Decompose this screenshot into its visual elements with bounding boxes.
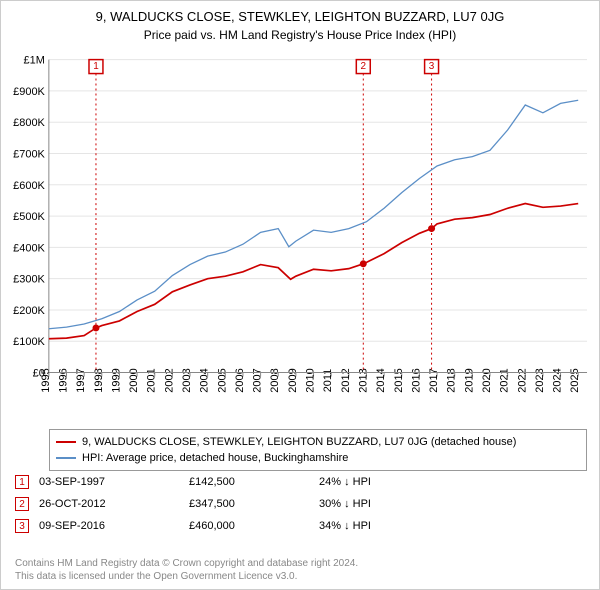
svg-text:£200K: £200K [13, 305, 45, 317]
sale-date: 26-OCT-2012 [39, 498, 179, 510]
sales-row: 3 09-SEP-2016 £460,000 34% ↓ HPI [15, 515, 587, 537]
sale-date: 03-SEP-1997 [39, 476, 179, 488]
svg-text:2025: 2025 [569, 368, 581, 392]
svg-text:1997: 1997 [75, 368, 87, 392]
sale-marker: 1 [15, 475, 29, 489]
svg-text:2018: 2018 [446, 368, 458, 392]
svg-text:2006: 2006 [234, 368, 246, 392]
svg-text:2007: 2007 [252, 368, 264, 392]
svg-text:3: 3 [429, 61, 435, 72]
legend-item: 9, WALDUCKS CLOSE, STEWKLEY, LEIGHTON BU… [56, 434, 580, 450]
svg-text:2016: 2016 [410, 368, 422, 392]
svg-text:2021: 2021 [499, 368, 511, 392]
sale-date: 09-SEP-2016 [39, 520, 179, 532]
svg-text:2017: 2017 [428, 368, 440, 392]
svg-text:2009: 2009 [287, 368, 299, 392]
svg-text:1999: 1999 [110, 368, 122, 392]
svg-text:2008: 2008 [269, 368, 281, 392]
sale-price: £460,000 [189, 520, 309, 532]
sale-price: £347,500 [189, 498, 309, 510]
legend-label: 9, WALDUCKS CLOSE, STEWKLEY, LEIGHTON BU… [82, 436, 516, 448]
sales-table: 1 03-SEP-1997 £142,500 24% ↓ HPI 2 26-OCT-201… [15, 471, 587, 537]
footer-line1: Contains HM Land Registry data © Crown c… [15, 557, 587, 570]
svg-text:£300K: £300K [13, 274, 45, 286]
svg-text:2002: 2002 [163, 368, 175, 392]
title-address: 9, WALDUCKS CLOSE, STEWKLEY, LEIGHTON BU… [1, 9, 599, 24]
svg-text:2024: 2024 [552, 368, 564, 392]
svg-text:£500K: £500K [13, 211, 45, 223]
svg-text:1995: 1995 [40, 368, 52, 392]
line-chart-svg: £0£100K£200K£300K£400K£500K£600K£700K£80… [7, 53, 593, 421]
sale-marker: 2 [15, 497, 29, 511]
legend: 9, WALDUCKS CLOSE, STEWKLEY, LEIGHTON BU… [49, 429, 587, 471]
svg-text:2001: 2001 [146, 368, 158, 392]
svg-text:2023: 2023 [534, 368, 546, 392]
svg-text:£600K: £600K [13, 180, 45, 192]
svg-text:£800K: £800K [13, 117, 45, 129]
svg-text:2012: 2012 [340, 368, 352, 392]
svg-text:2005: 2005 [216, 368, 228, 392]
legend-item: HPI: Average price, detached house, Buck… [56, 450, 580, 466]
sale-price: £142,500 [189, 476, 309, 488]
svg-text:1: 1 [93, 61, 99, 72]
legend-swatch [56, 457, 76, 459]
svg-text:2003: 2003 [181, 368, 193, 392]
chart-area: £0£100K£200K£300K£400K£500K£600K£700K£80… [7, 53, 593, 421]
svg-text:2000: 2000 [128, 368, 140, 392]
footer-line2: This data is licensed under the Open Gov… [15, 570, 587, 583]
svg-text:1998: 1998 [93, 368, 105, 392]
svg-text:£100K: £100K [13, 336, 45, 348]
title-subtitle: Price paid vs. HM Land Registry's House … [1, 28, 599, 42]
sale-diff: 30% ↓ HPI [319, 498, 439, 510]
chart-container: 9, WALDUCKS CLOSE, STEWKLEY, LEIGHTON BU… [0, 0, 600, 590]
svg-text:2022: 2022 [516, 368, 528, 392]
sale-marker: 3 [15, 519, 29, 533]
svg-text:£400K: £400K [13, 242, 45, 254]
sale-diff: 34% ↓ HPI [319, 520, 439, 532]
svg-text:2004: 2004 [199, 368, 211, 392]
sale-diff: 24% ↓ HPI [319, 476, 439, 488]
svg-text:2014: 2014 [375, 368, 387, 392]
legend-label: HPI: Average price, detached house, Buck… [82, 452, 348, 464]
svg-text:2020: 2020 [481, 368, 493, 392]
svg-text:2010: 2010 [305, 368, 317, 392]
title-area: 9, WALDUCKS CLOSE, STEWKLEY, LEIGHTON BU… [1, 1, 599, 46]
legend-swatch [56, 441, 76, 443]
svg-text:£900K: £900K [13, 86, 45, 98]
sales-row: 2 26-OCT-2012 £347,500 30% ↓ HPI [15, 493, 587, 515]
svg-text:1996: 1996 [58, 368, 70, 392]
svg-text:2013: 2013 [357, 368, 369, 392]
sales-row: 1 03-SEP-1997 £142,500 24% ↓ HPI [15, 471, 587, 493]
svg-text:2019: 2019 [463, 368, 475, 392]
footer-attribution: Contains HM Land Registry data © Crown c… [15, 557, 587, 583]
svg-text:2015: 2015 [393, 368, 405, 392]
svg-text:£1M: £1M [24, 55, 45, 67]
svg-text:£700K: £700K [13, 148, 45, 160]
svg-text:2: 2 [361, 61, 367, 72]
